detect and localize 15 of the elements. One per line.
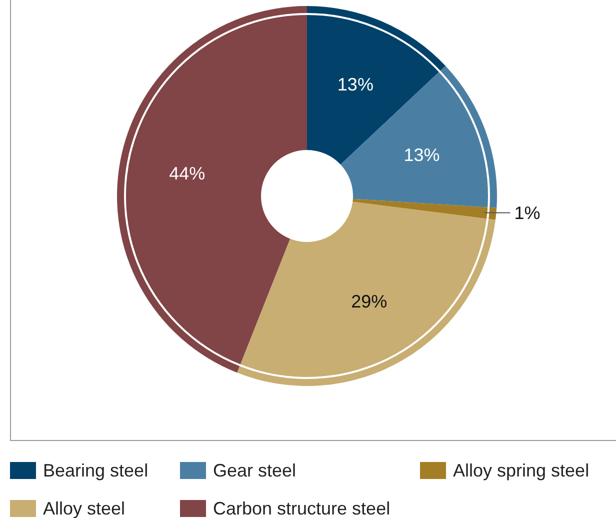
legend-label: Alloy steel [43, 498, 126, 518]
data-label: 13% [337, 74, 374, 94]
legend-label: Alloy spring steel [453, 460, 590, 480]
legend-label: Gear steel [213, 460, 296, 480]
donut-slice [237, 202, 496, 386]
legend-label: Carbon structure steel [213, 498, 390, 518]
donut-slice [117, 6, 307, 373]
donut-slice [352, 198, 497, 220]
donut-slice [340, 66, 497, 208]
data-label: 29% [351, 291, 388, 312]
data-label: 1% [514, 203, 540, 224]
data-label: 13% [404, 144, 440, 165]
donut-slice [307, 6, 446, 165]
data-label: 44% [169, 163, 206, 184]
legend-label: Bearing steel [43, 460, 148, 480]
